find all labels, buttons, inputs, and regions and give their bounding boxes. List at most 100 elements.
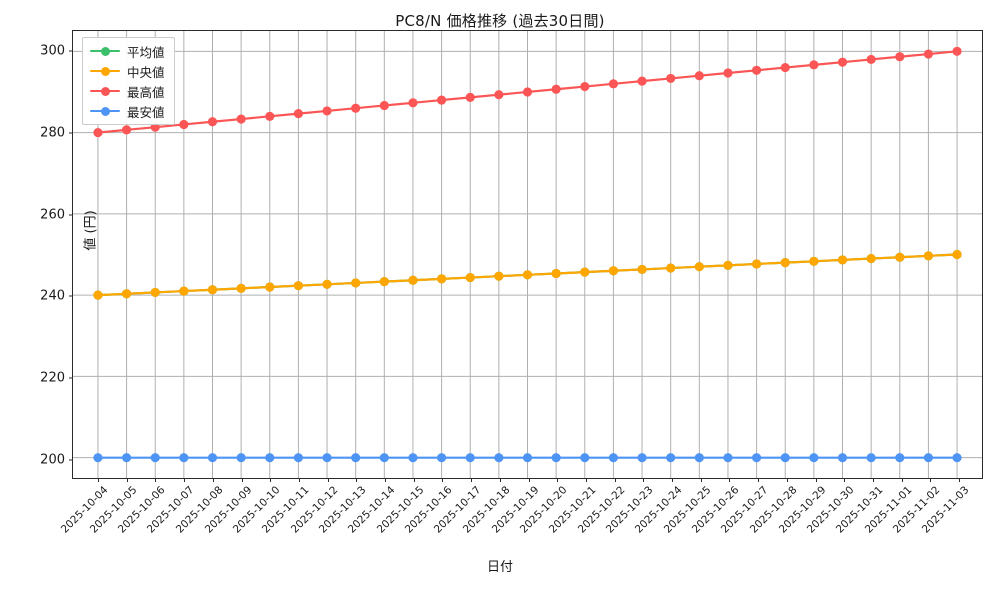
data-point: [465, 92, 475, 102]
y-tick-mark: [69, 50, 73, 52]
data-point: [580, 81, 590, 92]
x-tick-mark: [270, 478, 272, 482]
x-tick-mark: [471, 478, 473, 482]
data-point: [895, 252, 905, 262]
data-point: [293, 281, 303, 291]
series-4: [93, 453, 962, 463]
legend-item-4[interactable]: 最安値: [90, 103, 165, 120]
data-point: [121, 125, 132, 135]
plot-area: 200 220 240 260 280 300 2025-10-04 2025-10-05 2…: [40, 30, 983, 536]
data-point: [752, 65, 762, 75]
x-tick-mark: [758, 478, 760, 482]
data-point: [351, 278, 361, 288]
data-point: [236, 114, 246, 124]
data-point: [436, 95, 447, 105]
legend-item-2[interactable]: 中央値: [90, 63, 165, 80]
legend-swatch-icon: [90, 105, 120, 117]
data-point: [207, 453, 218, 463]
data-point: [150, 287, 160, 297]
legend-swatch-icon: [90, 65, 120, 77]
legend-label: 最高値: [127, 84, 165, 100]
data-point: [694, 262, 704, 272]
legend-label: 中央値: [127, 64, 165, 80]
data-point: [93, 453, 103, 463]
data-point: [666, 263, 676, 273]
data-point: [379, 453, 389, 463]
legend-label: 最安値: [127, 104, 165, 120]
data-point: [694, 71, 704, 81]
series-3: [93, 46, 962, 138]
x-tick-mark: [442, 478, 444, 482]
data-point: [408, 453, 418, 463]
data-point: [752, 453, 762, 463]
x-tick-mark: [557, 478, 559, 482]
data-point: [809, 60, 819, 70]
data-point: [694, 453, 704, 463]
x-tick-mark: [901, 478, 903, 482]
y-tick-mark: [69, 459, 73, 461]
data-point: [809, 453, 819, 463]
x-tick-mark: [528, 478, 530, 482]
y-tick-label: 300: [40, 43, 65, 59]
data-point: [895, 453, 905, 463]
data-point: [780, 453, 790, 463]
data-point: [351, 103, 361, 113]
data-point: [780, 62, 790, 73]
data-point: [236, 283, 246, 293]
data-point: [522, 270, 533, 280]
x-tick-mark: [385, 478, 386, 482]
data-point: [465, 272, 475, 283]
data-point: [121, 453, 132, 463]
data-point: [608, 266, 619, 276]
data-point: [494, 453, 504, 463]
data-point: [522, 87, 533, 97]
x-tick-mark: [614, 478, 616, 482]
x-tick-mark: [155, 478, 157, 482]
data-point: [666, 453, 676, 463]
data-point: [522, 453, 533, 463]
legend-item-1[interactable]: 平均値: [90, 43, 165, 60]
chart-title: PC8/N 価格推移 (過去30日間): [395, 12, 605, 30]
data-point: [179, 119, 189, 130]
x-tick-mark: [672, 478, 673, 482]
data-point: [265, 453, 275, 463]
data-point: [322, 106, 332, 116]
x-tick-mark: [98, 478, 99, 482]
x-tick-mark: [643, 478, 645, 482]
legend-label: 平均値: [127, 44, 165, 60]
x-tick-mark: [844, 478, 846, 482]
data-point: [207, 285, 218, 295]
y-tick-mark: [69, 214, 73, 216]
x-tick-mark: [930, 478, 932, 482]
data-point: [436, 274, 447, 284]
data-point: [923, 453, 934, 463]
y-tick-label: 260: [40, 207, 65, 223]
y-tick-mark: [69, 132, 73, 134]
x-tick-mark: [241, 478, 243, 482]
data-point: [837, 57, 848, 67]
data-point: [265, 111, 275, 121]
data-point: [494, 90, 504, 100]
data-point: [866, 54, 876, 65]
series-lines: [93, 46, 962, 463]
data-point: [408, 98, 418, 108]
x-tick-mark: [499, 478, 501, 482]
y-tick-label: 280: [40, 125, 65, 141]
data-point: [837, 255, 848, 265]
data-point: [465, 453, 475, 463]
legend-swatch-icon: [90, 85, 120, 97]
data-point: [322, 453, 332, 463]
chart-legend: 平均値中央値最高値最安値: [82, 37, 175, 125]
data-point: [93, 290, 103, 300]
series-2: [93, 249, 962, 300]
y-tick-label: 220: [40, 370, 65, 386]
data-point: [752, 259, 762, 269]
legend-item-3[interactable]: 最高値: [90, 83, 165, 100]
x-tick-mark: [815, 478, 817, 482]
y-tick-label: 240: [40, 288, 65, 304]
data-point: [809, 256, 819, 266]
x-tick-mark: [356, 478, 358, 482]
data-point: [952, 249, 962, 260]
x-tick-mark: [700, 478, 702, 482]
x-tick-mark: [959, 478, 960, 482]
